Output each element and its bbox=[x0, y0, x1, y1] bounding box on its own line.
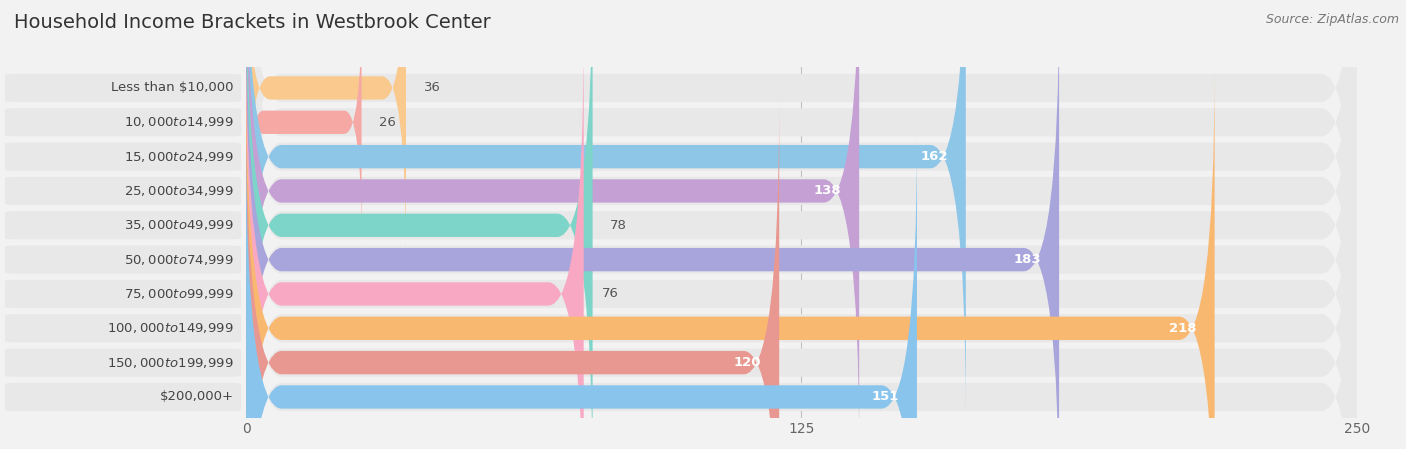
Text: $10,000 to $14,999: $10,000 to $14,999 bbox=[124, 115, 233, 129]
FancyBboxPatch shape bbox=[246, 31, 583, 449]
FancyBboxPatch shape bbox=[246, 0, 592, 449]
FancyBboxPatch shape bbox=[246, 100, 779, 449]
FancyBboxPatch shape bbox=[4, 211, 242, 239]
FancyBboxPatch shape bbox=[4, 74, 242, 102]
Text: $25,000 to $34,999: $25,000 to $34,999 bbox=[124, 184, 233, 198]
Text: $15,000 to $24,999: $15,000 to $24,999 bbox=[124, 150, 233, 163]
Text: $75,000 to $99,999: $75,000 to $99,999 bbox=[124, 287, 233, 301]
Text: 26: 26 bbox=[380, 116, 396, 129]
Text: 78: 78 bbox=[610, 219, 627, 232]
Text: 120: 120 bbox=[734, 356, 762, 369]
FancyBboxPatch shape bbox=[246, 0, 361, 245]
FancyBboxPatch shape bbox=[246, 0, 966, 420]
FancyBboxPatch shape bbox=[4, 177, 242, 205]
FancyBboxPatch shape bbox=[246, 0, 1357, 383]
FancyBboxPatch shape bbox=[4, 348, 242, 377]
FancyBboxPatch shape bbox=[4, 142, 242, 171]
FancyBboxPatch shape bbox=[246, 0, 1059, 449]
FancyBboxPatch shape bbox=[246, 0, 1357, 417]
Text: 162: 162 bbox=[921, 150, 948, 163]
FancyBboxPatch shape bbox=[246, 136, 1357, 449]
FancyBboxPatch shape bbox=[246, 0, 1357, 449]
Text: $35,000 to $49,999: $35,000 to $49,999 bbox=[124, 218, 233, 232]
FancyBboxPatch shape bbox=[246, 102, 1357, 449]
FancyBboxPatch shape bbox=[246, 134, 917, 449]
Text: 183: 183 bbox=[1014, 253, 1042, 266]
FancyBboxPatch shape bbox=[246, 65, 1215, 449]
FancyBboxPatch shape bbox=[246, 0, 859, 449]
FancyBboxPatch shape bbox=[246, 68, 1357, 449]
Text: $200,000+: $200,000+ bbox=[160, 391, 233, 404]
Text: 76: 76 bbox=[602, 287, 619, 300]
Text: 151: 151 bbox=[872, 391, 900, 404]
FancyBboxPatch shape bbox=[246, 33, 1357, 449]
Text: 138: 138 bbox=[814, 185, 841, 198]
FancyBboxPatch shape bbox=[4, 314, 242, 343]
FancyBboxPatch shape bbox=[246, 0, 1357, 348]
FancyBboxPatch shape bbox=[4, 383, 242, 411]
FancyBboxPatch shape bbox=[246, 0, 1357, 449]
FancyBboxPatch shape bbox=[246, 0, 406, 262]
Text: $100,000 to $149,999: $100,000 to $149,999 bbox=[107, 321, 233, 335]
FancyBboxPatch shape bbox=[4, 246, 242, 274]
FancyBboxPatch shape bbox=[4, 108, 242, 136]
Text: $150,000 to $199,999: $150,000 to $199,999 bbox=[107, 356, 233, 370]
Text: Household Income Brackets in Westbrook Center: Household Income Brackets in Westbrook C… bbox=[14, 13, 491, 32]
Text: $50,000 to $74,999: $50,000 to $74,999 bbox=[124, 253, 233, 267]
FancyBboxPatch shape bbox=[4, 280, 242, 308]
Text: Source: ZipAtlas.com: Source: ZipAtlas.com bbox=[1265, 13, 1399, 26]
Text: 36: 36 bbox=[423, 81, 440, 94]
FancyBboxPatch shape bbox=[246, 0, 1357, 449]
Text: 218: 218 bbox=[1170, 322, 1197, 335]
Text: Less than $10,000: Less than $10,000 bbox=[111, 81, 233, 94]
